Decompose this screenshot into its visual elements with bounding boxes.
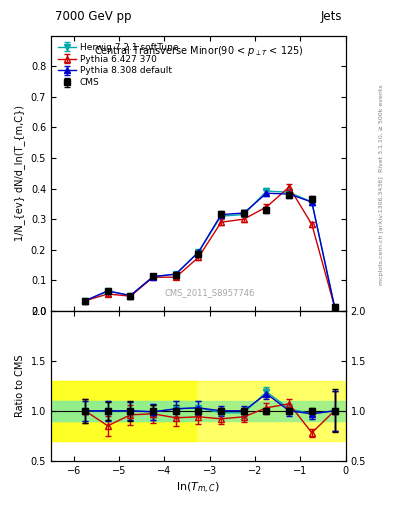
Y-axis label: Ratio to CMS: Ratio to CMS	[15, 354, 25, 417]
Bar	[51, 401, 346, 421]
X-axis label: $\ln(T_{m,C})$: $\ln(T_{m,C})$	[176, 481, 220, 496]
Bar	[51, 381, 346, 441]
Text: Jets: Jets	[320, 10, 342, 23]
Text: Rivet 3.1.10, ≥ 500k events: Rivet 3.1.10, ≥ 500k events	[379, 84, 384, 172]
Text: CMS_2011_S8957746: CMS_2011_S8957746	[165, 288, 255, 297]
Text: 7000 GeV pp: 7000 GeV pp	[55, 10, 132, 23]
Legend: Herwig 7.2.1 softTune, Pythia 6.427 370, Pythia 8.308 default, CMS: Herwig 7.2.1 softTune, Pythia 6.427 370,…	[55, 40, 181, 90]
Text: Central Transverse Minor(90 < $p_{\perp T}$ < 125): Central Transverse Minor(90 < $p_{\perp …	[94, 44, 303, 58]
Text: mcplots.cern.ch [arXiv:1306.3436]: mcplots.cern.ch [arXiv:1306.3436]	[379, 176, 384, 285]
Y-axis label: 1/N_{ev} dN/d_ln(T_{m,C}): 1/N_{ev} dN/d_ln(T_{m,C})	[15, 105, 25, 241]
